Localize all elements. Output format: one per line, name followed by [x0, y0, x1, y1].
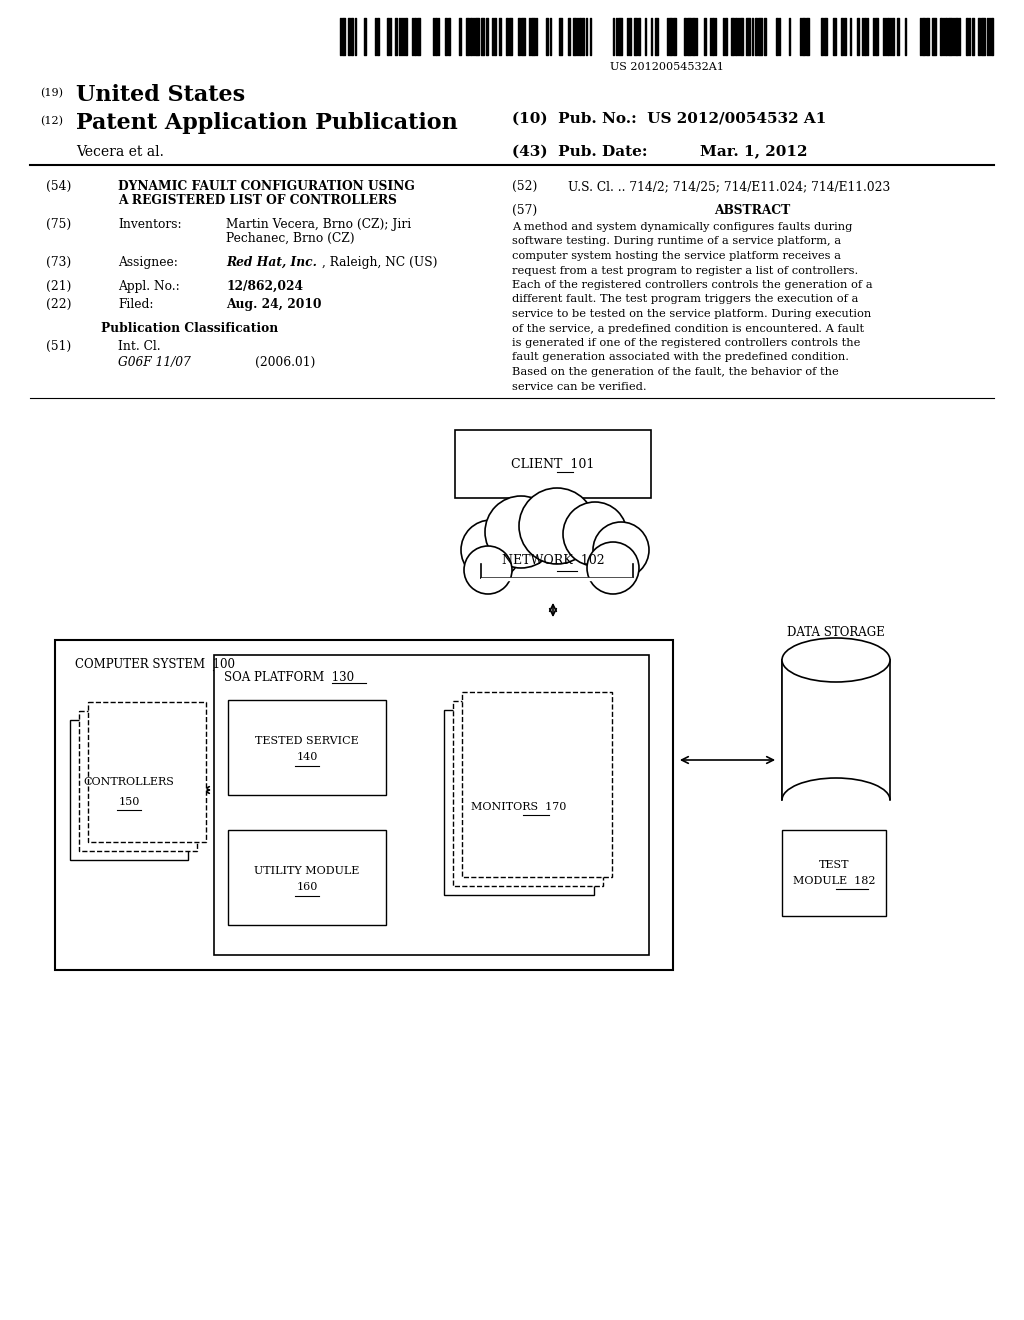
Text: 150: 150	[119, 797, 139, 807]
Text: Each of the registered controllers controls the generation of a: Each of the registered controllers contr…	[512, 280, 872, 290]
Bar	[214, 655, 649, 954]
Text: (57): (57)	[512, 205, 538, 216]
Text: Vecera et al.: Vecera et al.	[76, 145, 164, 158]
Text: (43)  Pub. Date:          Mar. 1, 2012: (43) Pub. Date: Mar. 1, 2012	[512, 145, 808, 160]
Circle shape	[485, 496, 557, 568]
Text: Martin Vecera, Brno (CZ); Jiri: Martin Vecera, Brno (CZ); Jiri	[226, 218, 412, 231]
Text: MONITORS  170: MONITORS 170	[471, 801, 566, 812]
Text: A REGISTERED LIST OF CONTROLLERS: A REGISTERED LIST OF CONTROLLERS	[118, 194, 397, 207]
Text: 160: 160	[296, 883, 317, 892]
Text: Based on the generation of the fault, the behavior of the: Based on the generation of the fault, th…	[512, 367, 839, 378]
Text: TESTED SERVICE: TESTED SERVICE	[255, 737, 358, 747]
Text: COMPUTER SYSTEM  100: COMPUTER SYSTEM 100	[75, 657, 234, 671]
Circle shape	[461, 520, 521, 579]
Circle shape	[563, 502, 627, 566]
Text: (2006.01): (2006.01)	[255, 356, 315, 370]
Text: DATA STORAGE: DATA STORAGE	[787, 626, 885, 639]
Text: A method and system dynamically configures faults during: A method and system dynamically configur…	[512, 222, 852, 232]
Text: fault generation associated with the predefined condition.: fault generation associated with the pre…	[512, 352, 849, 363]
Text: is generated if one of the registered controllers controls the: is generated if one of the registered co…	[512, 338, 860, 348]
Text: software testing. During runtime of a service platform, a: software testing. During runtime of a se…	[512, 236, 841, 247]
Polygon shape	[782, 660, 890, 800]
Text: (22): (22)	[46, 298, 72, 312]
Text: (21): (21)	[46, 280, 72, 293]
Text: US 20120054532A1: US 20120054532A1	[610, 62, 724, 73]
Circle shape	[587, 543, 639, 594]
Bar	[444, 710, 594, 895]
Text: CONTROLLERS: CONTROLLERS	[84, 777, 174, 787]
Ellipse shape	[782, 638, 890, 682]
Text: CLIENT  101: CLIENT 101	[511, 458, 595, 470]
Text: service to be tested on the service platform. During execution: service to be tested on the service plat…	[512, 309, 871, 319]
Text: (52): (52)	[512, 180, 538, 193]
Text: Publication Classification: Publication Classification	[101, 322, 279, 335]
Bar	[462, 692, 612, 876]
Text: (19): (19)	[40, 88, 63, 98]
Text: request from a test program to register a list of controllers.: request from a test program to register …	[512, 265, 858, 276]
Bar	[228, 700, 386, 795]
Bar	[453, 701, 603, 886]
Circle shape	[464, 546, 512, 594]
Bar	[70, 719, 188, 861]
Bar	[79, 711, 197, 851]
Circle shape	[519, 488, 595, 564]
Polygon shape	[481, 578, 633, 579]
Text: Inventors:: Inventors:	[118, 218, 181, 231]
Bar	[228, 830, 386, 925]
Text: Aug. 24, 2010: Aug. 24, 2010	[226, 298, 322, 312]
Text: SOA PLATFORM  130: SOA PLATFORM 130	[224, 671, 354, 684]
Text: computer system hosting the service platform receives a: computer system hosting the service plat…	[512, 251, 841, 261]
Text: service can be verified.: service can be verified.	[512, 381, 646, 392]
Text: 12/862,024: 12/862,024	[226, 280, 303, 293]
Text: DYNAMIC FAULT CONFIGURATION USING: DYNAMIC FAULT CONFIGURATION USING	[118, 180, 415, 193]
Text: 140: 140	[296, 752, 317, 763]
Text: United States: United States	[76, 84, 245, 106]
Text: (75): (75)	[46, 218, 72, 231]
Text: , Raleigh, NC (US): , Raleigh, NC (US)	[322, 256, 437, 269]
Text: Appl. No.:: Appl. No.:	[118, 280, 180, 293]
Text: TEST: TEST	[819, 861, 849, 870]
Text: (51): (51)	[46, 341, 72, 352]
Text: MODULE  182: MODULE 182	[793, 876, 876, 886]
Text: (12): (12)	[40, 116, 63, 127]
Text: (54): (54)	[46, 180, 72, 193]
Text: of the service, a predefined condition is encountered. A fault: of the service, a predefined condition i…	[512, 323, 864, 334]
Text: Assignee:: Assignee:	[118, 256, 178, 269]
Bar	[55, 640, 673, 970]
Text: ABSTRACT: ABSTRACT	[714, 205, 791, 216]
Text: 180: 180	[825, 639, 847, 652]
Bar	[88, 702, 206, 842]
Polygon shape	[481, 564, 635, 582]
Text: (10)  Pub. No.:  US 2012/0054532 A1: (10) Pub. No.: US 2012/0054532 A1	[512, 112, 826, 125]
Text: Filed:: Filed:	[118, 298, 154, 312]
Text: Pechanec, Brno (CZ): Pechanec, Brno (CZ)	[226, 232, 354, 246]
Text: (73): (73)	[46, 256, 72, 269]
Bar	[782, 830, 886, 916]
Text: NETWORK  102: NETWORK 102	[502, 553, 604, 566]
Bar	[455, 430, 651, 498]
Text: U.S. Cl. .. 714/2; 714/25; 714/E11.024; 714/E11.023: U.S. Cl. .. 714/2; 714/25; 714/E11.024; …	[568, 180, 890, 193]
Text: Patent Application Publication: Patent Application Publication	[76, 112, 458, 135]
Text: different fault. The test program triggers the execution of a: different fault. The test program trigge…	[512, 294, 858, 305]
Circle shape	[593, 521, 649, 578]
Text: Int. Cl.: Int. Cl.	[118, 341, 161, 352]
Text: Red Hat, Inc.: Red Hat, Inc.	[226, 256, 316, 269]
Text: UTILITY MODULE: UTILITY MODULE	[254, 866, 359, 876]
Text: G06F 11/07: G06F 11/07	[118, 356, 190, 370]
